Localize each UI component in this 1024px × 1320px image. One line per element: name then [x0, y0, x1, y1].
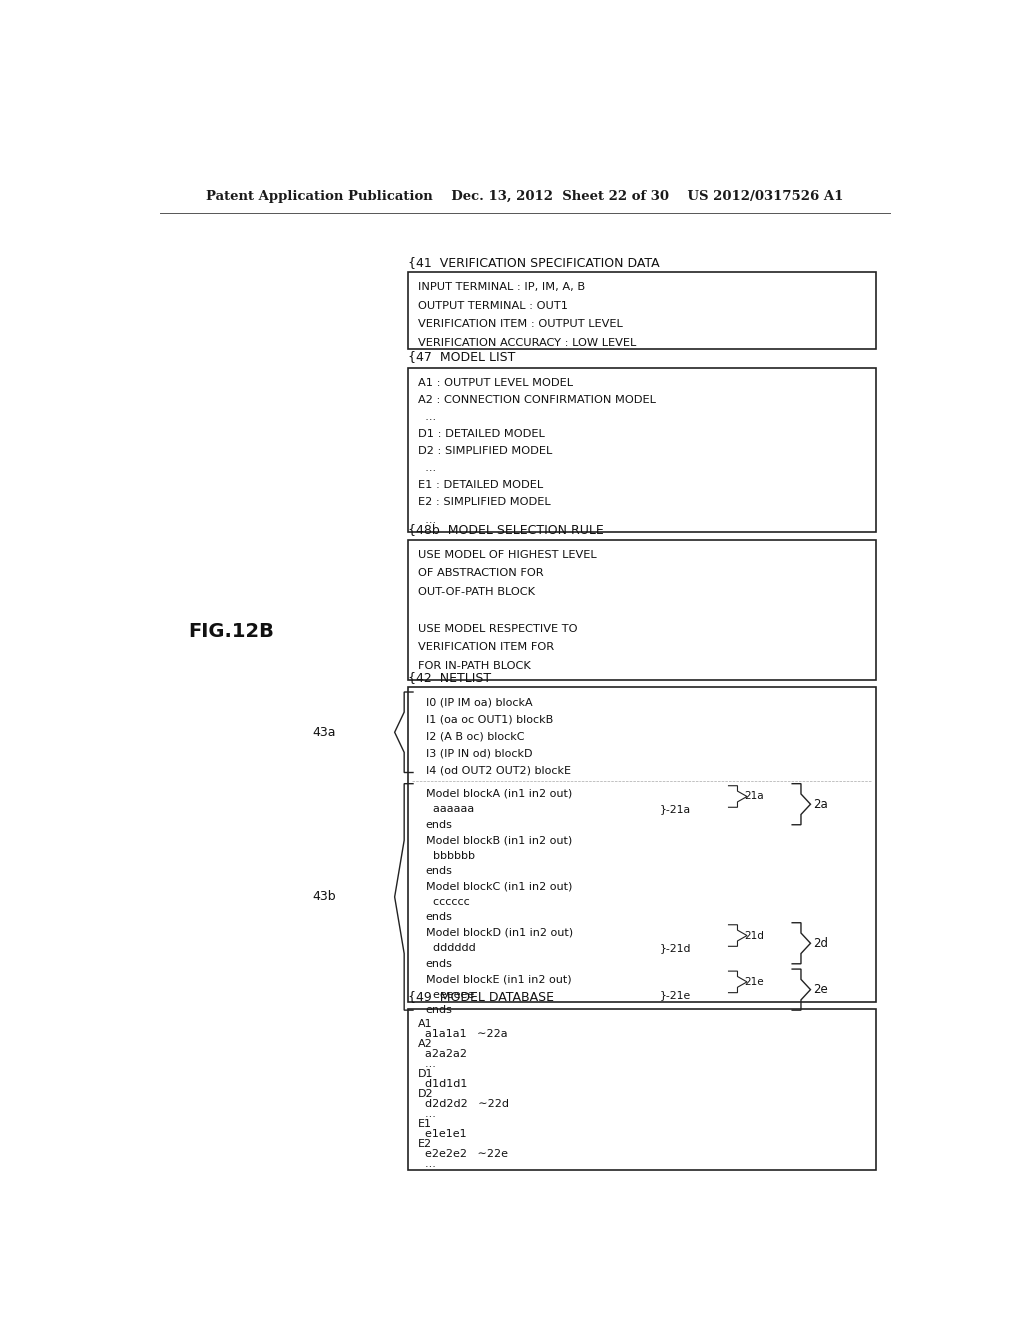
Text: 43b: 43b: [312, 891, 336, 903]
Text: eeeeee: eeeeee: [426, 990, 474, 999]
Text: 21d: 21d: [743, 931, 764, 941]
Text: I2 (A B oc) blockC: I2 (A B oc) blockC: [426, 731, 524, 742]
Text: {48b  MODEL SELECTION RULE: {48b MODEL SELECTION RULE: [409, 524, 604, 536]
Text: e1e1e1: e1e1e1: [418, 1129, 466, 1139]
Text: ends: ends: [426, 958, 453, 969]
Text: ends: ends: [426, 912, 453, 923]
Text: D1: D1: [418, 1069, 433, 1078]
Text: USE MODEL OF HIGHEST LEVEL: USE MODEL OF HIGHEST LEVEL: [418, 549, 596, 560]
Text: FIG.12B: FIG.12B: [188, 622, 274, 640]
Text: ends: ends: [426, 1005, 453, 1015]
Text: A2: A2: [418, 1039, 432, 1049]
Text: Patent Application Publication    Dec. 13, 2012  Sheet 22 of 30    US 2012/03175: Patent Application Publication Dec. 13, …: [206, 190, 844, 202]
Text: Model blockA (in1 in2 out): Model blockA (in1 in2 out): [426, 789, 571, 799]
Text: OUTPUT TERMINAL : OUT1: OUTPUT TERMINAL : OUT1: [418, 301, 567, 312]
Bar: [409, 1008, 877, 1170]
Text: Model blockB (in1 in2 out): Model blockB (in1 in2 out): [426, 836, 571, 845]
Text: FOR IN-PATH BLOCK: FOR IN-PATH BLOCK: [418, 661, 530, 671]
Text: INPUT TERMINAL : IP, IM, A, B: INPUT TERMINAL : IP, IM, A, B: [418, 282, 585, 293]
Text: e2e2e2   ∼22e: e2e2e2 ∼22e: [418, 1148, 508, 1159]
Text: I4 (od OUT2 OUT2) blockE: I4 (od OUT2 OUT2) blockE: [426, 766, 570, 775]
Text: VERIFICATION ACCURACY : LOW LEVEL: VERIFICATION ACCURACY : LOW LEVEL: [418, 338, 636, 348]
Text: D2: D2: [418, 1089, 433, 1100]
Text: A1: A1: [418, 1019, 432, 1030]
Bar: [409, 368, 877, 532]
Text: {47  MODEL LIST: {47 MODEL LIST: [409, 350, 515, 363]
Bar: [409, 272, 877, 350]
Text: {42  NETLIST: {42 NETLIST: [409, 671, 492, 684]
Text: OUT-OF-PATH BLOCK: OUT-OF-PATH BLOCK: [418, 586, 535, 597]
Text: D2 : SIMPLIFIED MODEL: D2 : SIMPLIFIED MODEL: [418, 446, 552, 457]
Text: ends: ends: [426, 866, 453, 876]
Text: 2d: 2d: [813, 937, 827, 950]
Text: aaaaaa: aaaaaa: [426, 804, 474, 814]
Text: VERIFICATION ITEM : OUTPUT LEVEL: VERIFICATION ITEM : OUTPUT LEVEL: [418, 319, 623, 330]
Text: }-21a: }-21a: [659, 804, 691, 814]
Text: A2 : CONNECTION CONFIRMATION MODEL: A2 : CONNECTION CONFIRMATION MODEL: [418, 395, 655, 405]
Text: 21a: 21a: [743, 792, 764, 801]
Text: I1 (oa oc OUT1) blockB: I1 (oa oc OUT1) blockB: [426, 714, 553, 725]
Text: Model blockD (in1 in2 out): Model blockD (in1 in2 out): [426, 928, 572, 937]
Text: d1d1d1: d1d1d1: [418, 1078, 467, 1089]
Text: I3 (IP IN od) blockD: I3 (IP IN od) blockD: [426, 748, 532, 758]
Text: E2 : SIMPLIFIED MODEL: E2 : SIMPLIFIED MODEL: [418, 498, 550, 507]
Text: I0 (IP IM oa) blockA: I0 (IP IM oa) blockA: [426, 697, 532, 708]
Text: 43a: 43a: [312, 726, 336, 739]
Text: ...: ...: [418, 515, 436, 524]
Text: E1 : DETAILED MODEL: E1 : DETAILED MODEL: [418, 480, 543, 491]
Text: dddddd: dddddd: [426, 944, 475, 953]
Text: 2a: 2a: [813, 797, 827, 810]
Text: ...: ...: [418, 1109, 435, 1119]
Text: ends: ends: [426, 820, 453, 830]
Text: ...: ...: [418, 412, 436, 422]
Text: }-21e: }-21e: [659, 990, 691, 999]
Text: E1: E1: [418, 1119, 432, 1129]
Text: ...: ...: [418, 1059, 435, 1069]
Text: VERIFICATION ITEM FOR: VERIFICATION ITEM FOR: [418, 643, 554, 652]
Text: E2: E2: [418, 1139, 432, 1148]
Text: }-21d: }-21d: [659, 944, 691, 953]
Text: 2e: 2e: [813, 983, 827, 997]
Text: D1 : DETAILED MODEL: D1 : DETAILED MODEL: [418, 429, 545, 440]
Text: A1 : OUTPUT LEVEL MODEL: A1 : OUTPUT LEVEL MODEL: [418, 378, 572, 388]
Text: a2a2a2: a2a2a2: [418, 1049, 467, 1059]
Text: OF ABSTRACTION FOR: OF ABSTRACTION FOR: [418, 568, 544, 578]
Text: {49  MODEL DATABASE: {49 MODEL DATABASE: [409, 990, 554, 1003]
Text: d2d2d2   ∼22d: d2d2d2 ∼22d: [418, 1100, 509, 1109]
Text: ...: ...: [418, 463, 436, 474]
Bar: [409, 686, 877, 1002]
Text: Model blockC (in1 in2 out): Model blockC (in1 in2 out): [426, 882, 572, 891]
Text: ...: ...: [418, 1159, 435, 1168]
Text: USE MODEL RESPECTIVE TO: USE MODEL RESPECTIVE TO: [418, 624, 578, 634]
Bar: [409, 540, 877, 680]
Text: a1a1a1   ∼22a: a1a1a1 ∼22a: [418, 1030, 507, 1039]
Text: cccccc: cccccc: [426, 896, 469, 907]
Text: {41  VERIFICATION SPECIFICATION DATA: {41 VERIFICATION SPECIFICATION DATA: [409, 256, 659, 269]
Text: 21e: 21e: [743, 977, 764, 987]
Text: bbbbbb: bbbbbb: [426, 850, 474, 861]
Text: Model blockE (in1 in2 out): Model blockE (in1 in2 out): [426, 974, 571, 985]
